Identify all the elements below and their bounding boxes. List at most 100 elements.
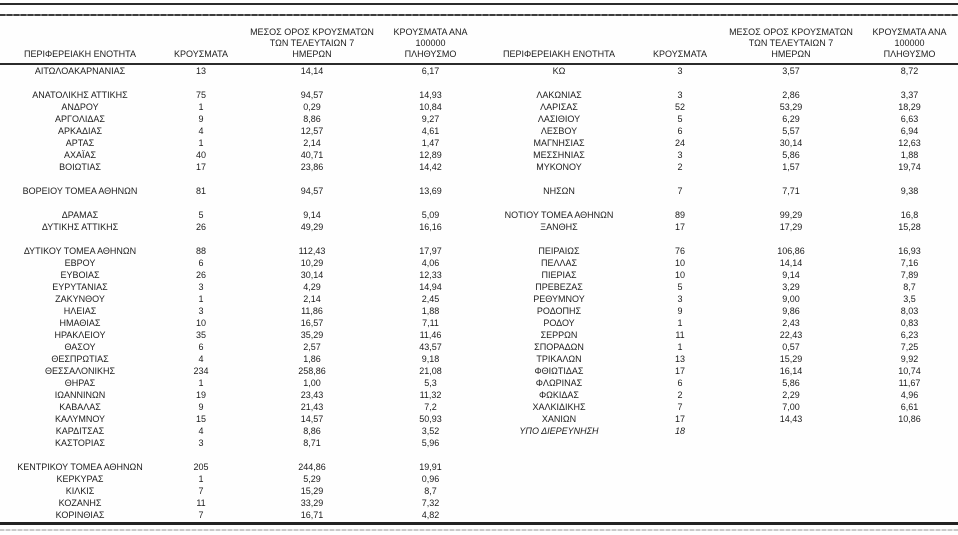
per100k-cell: 9,18	[421, 354, 440, 364]
table-row: ΑΡΚΑΔΙΑΣ 4 12,57 4,61	[0, 125, 479, 137]
avg7-cell: 0,29	[303, 102, 321, 112]
spacer-row	[0, 449, 479, 461]
cases-cell: 7	[198, 510, 204, 520]
spacer-row	[0, 173, 479, 185]
avg7-cell	[242, 77, 382, 89]
region-cell: ΔΡΑΜΑΣ	[61, 210, 99, 220]
avg7-cell	[721, 77, 861, 89]
region-cell: ΘΕΣΣΑΛΟΝΙΚΗΣ	[44, 366, 116, 376]
region-cell: ΛΑΚΩΝΙΑΣ	[536, 90, 582, 100]
per100k-cell	[861, 449, 958, 461]
table-row: ΞΑΝΘΗΣ 17 17,29 15,28	[479, 221, 958, 233]
cases-cell: 11	[196, 498, 206, 508]
avg7-cell	[721, 461, 861, 473]
region-cell: ΜΕΣΣΗΝΙΑΣ	[533, 150, 585, 160]
avg7-cell: 30,14	[300, 270, 324, 280]
region-cell: ΗΛΕΙΑΣ	[63, 306, 97, 316]
avg7-cell	[721, 173, 861, 185]
cases-cell: 1	[198, 138, 204, 148]
region-cell: ΑΙΤΩΛΟΑΚΑΡΝΑΝΙΑΣ	[34, 66, 126, 76]
table-row: ΑΡΓΟΛΙΔΑΣ 9 8,86 9,27	[0, 113, 479, 125]
avg7-cell: 2,43	[782, 318, 800, 328]
cases-cell: 17	[674, 222, 685, 232]
cases-cell: 1	[198, 294, 204, 304]
table-row: ΒΟΡΕΙΟΥ ΤΟΜΕΑ ΑΘΗΝΩΝ 81 94,57 13,69	[0, 185, 479, 197]
region-cell: ΡΟΔΟΥ	[543, 318, 575, 328]
cases-cell	[639, 461, 721, 473]
avg7-cell: 6,29	[782, 114, 800, 124]
cases-cell: 17	[195, 162, 206, 172]
avg7-cell: 35,29	[300, 330, 324, 340]
header-row: ΠΕΡΙΦΕΡΕΙΑΚΗ ΕΝΟΤΗΤΑ ΚΡΟΥΣΜΑΤΑ ΜΕΣΟΣ ΟΡΟ…	[479, 16, 958, 65]
table-row: ΦΛΩΡΙΝΑΣ 6 5,86 11,67	[479, 377, 958, 389]
column-header-region: ΠΕΡΙΦΕΡΕΙΑΚΗ ΕΝΟΤΗΤΑ	[479, 16, 639, 65]
table-row: ΗΛΕΙΑΣ 3 11,86 1,88	[0, 305, 479, 317]
avg7-cell: 14,14	[779, 258, 803, 268]
cases-cell: 7	[677, 402, 683, 412]
cases-cell: 40	[195, 150, 206, 160]
cases-cell	[160, 449, 242, 461]
cases-cell: 9	[198, 114, 204, 124]
table-row: ΕΥΒΟΙΑΣ 26 30,14 12,33	[0, 269, 479, 281]
table-row: ΧΑΝΙΩΝ 17 14,43 10,86	[479, 413, 958, 425]
per100k-cell: 12,33	[419, 270, 442, 280]
per100k-cell	[382, 197, 479, 209]
cases-cell: 1	[677, 318, 683, 328]
avg7-cell	[721, 449, 861, 461]
region-cell	[0, 449, 160, 461]
per100k-cell	[861, 497, 958, 509]
per100k-cell: 11,67	[898, 378, 921, 388]
region-cell: ΚΑΒΑΛΑΣ	[59, 402, 101, 412]
table-row: ΡΕΘΥΜΝΟΥ 3 9,00 3,5	[479, 293, 958, 305]
table-row: ΜΥΚΟΝΟΥ 2 1,57 19,74	[479, 161, 958, 173]
avg7-cell: 3,57	[782, 66, 800, 76]
per100k-cell: 10,74	[898, 366, 921, 376]
per100k-cell: 14,94	[419, 282, 442, 292]
avg7-cell	[242, 449, 382, 461]
table-row: ΕΒΡΟΥ 6 10,29 4,06	[0, 257, 479, 269]
avg7-cell: 9,14	[303, 210, 321, 220]
avg7-cell: 49,29	[300, 222, 324, 232]
per100k-cell	[382, 233, 479, 245]
avg7-cell: 11,86	[301, 306, 323, 316]
region-cell: ΜΑΓΝΗΣΙΑΣ	[533, 138, 585, 148]
per100k-cell: 13,69	[419, 186, 442, 196]
table-row: ΡΟΔΟΥ 1 2,43 0,83	[479, 317, 958, 329]
per100k-cell	[382, 173, 479, 185]
avg7-cell: 30,14	[779, 138, 803, 148]
avg7-cell	[242, 197, 382, 209]
cases-cell: 81	[195, 186, 206, 196]
avg7-cell	[721, 485, 861, 497]
table-row: ΡΟΔΟΠΗΣ 9 9,86 8,03	[479, 305, 958, 317]
region-cell: ΞΑΝΘΗΣ	[540, 222, 578, 232]
per100k-cell: 12,89	[419, 150, 442, 160]
per100k-cell: 9,92	[900, 354, 919, 364]
region-cell: ΑΧΑΪΑΣ	[63, 150, 97, 160]
avg7-cell: 9,86	[782, 306, 800, 316]
per100k-cell: 7,25	[900, 342, 919, 352]
per100k-cell: 5,3	[424, 378, 437, 388]
per100k-cell	[861, 461, 958, 473]
region-cell: ΛΕΣΒΟΥ	[540, 126, 578, 136]
cases-cell: 1	[198, 474, 204, 484]
table-row: ΛΕΣΒΟΥ 6 5,57 6,94	[479, 125, 958, 137]
per100k-cell: 16,93	[898, 246, 921, 256]
table-row: ΠΡΕΒΕΖΑΣ 5 3,29 8,7	[479, 281, 958, 293]
cases-cell: 4	[198, 126, 204, 136]
cases-cell	[160, 197, 242, 209]
avg7-cell	[721, 233, 861, 245]
table-row: ΚΕΡΚΥΡΑΣ 1 5,29 0,96	[0, 473, 479, 485]
cases-cell: 1	[198, 102, 204, 112]
per100k-cell	[861, 425, 958, 437]
cases-cell: 4	[198, 354, 204, 364]
region-cell	[479, 77, 639, 89]
region-cell: ΙΩΑΝΝΙΝΩΝ	[54, 390, 106, 400]
header-row: ΠΕΡΙΦΕΡΕΙΑΚΗ ΕΝΟΤΗΤΑ ΚΡΟΥΣΜΑΤΑ ΜΕΣΟΣ ΟΡΟ…	[0, 16, 479, 65]
cases-cell: 234	[193, 366, 209, 376]
table-row: ΠΙΕΡΙΑΣ 10 9,14 7,89	[479, 269, 958, 281]
cases-cell: 3	[198, 438, 204, 448]
region-cell: ΑΡΓΟΛΙΔΑΣ	[55, 114, 105, 124]
region-cell: ΚΟΖΑΝΗΣ	[58, 498, 102, 508]
spacer-row	[0, 233, 479, 245]
